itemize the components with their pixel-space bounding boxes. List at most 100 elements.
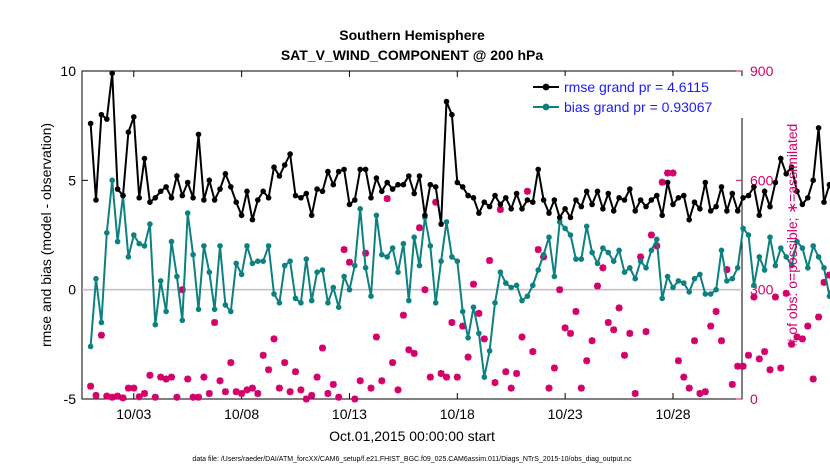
obs-count-marker [97, 331, 105, 339]
obs-count-marker [108, 393, 116, 401]
rmse-point [530, 199, 536, 205]
obs-count-marker [766, 366, 774, 374]
obs-count-marker [389, 359, 397, 367]
obs-count-marker [292, 368, 299, 376]
rmse-point [637, 197, 644, 203]
rmse-point [594, 188, 601, 195]
bias-point [416, 262, 423, 269]
obs-count-marker [205, 390, 213, 397]
rmse-point [621, 197, 628, 203]
rmse-point [254, 197, 261, 203]
obs-count-marker [701, 388, 709, 396]
bias-point [470, 304, 477, 311]
bias-point [745, 232, 752, 238]
bias-point [486, 348, 493, 354]
rmse-point [794, 188, 800, 195]
rmse-point [125, 129, 132, 135]
bias-point [265, 243, 272, 249]
rmse-point [772, 179, 779, 186]
rmse-point [93, 197, 99, 203]
rmse-point [233, 199, 239, 205]
x-tick-label: 10/08 [224, 406, 259, 422]
bias-point [190, 251, 196, 258]
obs-count-marker [691, 337, 698, 345]
rmse-point [492, 192, 498, 199]
rmse-point [799, 201, 806, 208]
rmse-point [756, 212, 763, 219]
bias-point [379, 251, 385, 258]
bias-point [659, 295, 665, 302]
data-file-footnote: data file: /Users/raeder/DAI/ATM_forcXX/… [192, 456, 632, 463]
obs-count-marker [313, 373, 321, 381]
bias-point [697, 271, 703, 278]
obs-count-marker [588, 337, 596, 345]
rmse-point [454, 179, 461, 186]
bias-point [254, 258, 261, 265]
rmse-point [287, 151, 293, 157]
rmse-point [718, 184, 725, 190]
bias-point [228, 308, 234, 315]
rmse-point [195, 131, 202, 138]
rmse-point [734, 208, 741, 214]
legend-box [527, 76, 745, 118]
bias-point [567, 232, 574, 238]
x-tick-label: 10/18 [440, 406, 475, 422]
bias-point [308, 297, 315, 304]
bias-point [147, 221, 153, 227]
rmse-point [465, 192, 471, 199]
bias-point [654, 236, 660, 243]
bias-point [772, 262, 779, 269]
rmse-point [562, 206, 568, 212]
bias-point [616, 247, 622, 254]
bias-point [799, 245, 806, 251]
bias-point [637, 258, 644, 265]
obs-count-marker [443, 373, 450, 381]
bias-point [589, 249, 595, 256]
bias-point [222, 302, 229, 308]
obs-count-marker [550, 364, 558, 372]
rmse-point [449, 111, 455, 118]
obs-count-marker [594, 282, 601, 290]
obs-count-marker [809, 375, 817, 383]
rmse-point [432, 184, 439, 190]
rmse-point [713, 203, 719, 210]
rmse-point [190, 195, 196, 201]
bias-point [335, 304, 342, 311]
rmse-point [805, 195, 811, 201]
rmse-point [406, 173, 412, 179]
rmse-point [470, 195, 477, 201]
bias-point [368, 293, 374, 300]
bias-point [292, 295, 299, 302]
bias-point [540, 251, 547, 258]
obs-count-marker [297, 386, 305, 394]
bias-point [761, 267, 768, 273]
obs-count-marker [308, 391, 316, 399]
obs-count-marker [281, 359, 289, 367]
rmse-point [281, 162, 288, 168]
obs-count-marker [480, 335, 488, 343]
bias-point [707, 291, 714, 297]
rmse-point [357, 166, 364, 173]
x-tick-label: 10/03 [116, 406, 151, 422]
rmse-point [745, 192, 752, 199]
bias-point [211, 306, 218, 313]
legend: rmse grand pr = 4.6115 bias grand pr = 0… [527, 76, 745, 118]
bias-point [734, 265, 741, 271]
bias-point [87, 343, 94, 350]
bias-point [163, 308, 169, 315]
bias-point [443, 219, 450, 225]
obs-count-marker [642, 328, 650, 336]
rmse-point [174, 173, 180, 179]
bias-point [411, 234, 418, 240]
bias-point [556, 219, 563, 225]
legend-rmse-label: rmse grand pr = 4.6115 [564, 79, 709, 95]
obs-count-marker [658, 178, 666, 186]
bias-point [373, 212, 380, 219]
obs-count-marker [270, 335, 278, 343]
obs-count-marker [761, 348, 769, 356]
rmse-point [211, 197, 218, 203]
bias-point [98, 319, 105, 326]
obs-count-marker [87, 382, 95, 390]
bias-point [815, 254, 822, 260]
